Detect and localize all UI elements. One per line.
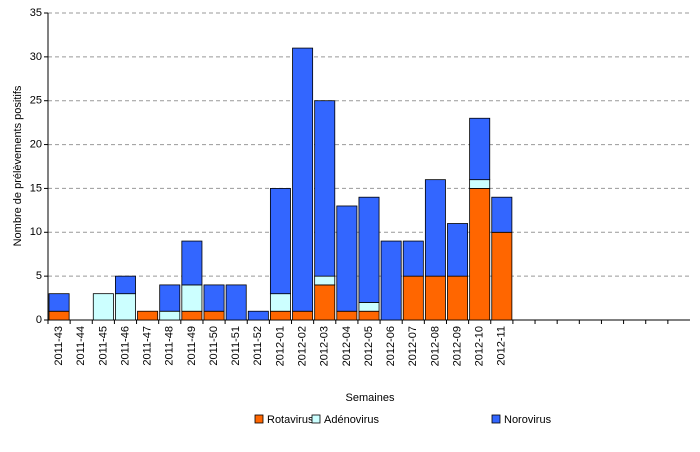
x-tick-label: 2012-05: [363, 326, 375, 366]
bar-segment: [181, 284, 203, 312]
bar-segment: [48, 293, 70, 312]
bar-segment: [491, 196, 513, 233]
y-tick-label: 35: [30, 7, 42, 19]
x-axis-title: Semaines: [346, 392, 395, 404]
bar-segment: [92, 293, 114, 321]
x-tick-label: 2011-48: [164, 326, 176, 366]
y-tick-label: 30: [30, 51, 42, 63]
bar-segment: [292, 310, 314, 321]
bar-segment: [203, 310, 225, 321]
bar-segment: [203, 284, 225, 312]
y-tick-label: 0: [36, 314, 42, 326]
bar-segment: [269, 293, 291, 312]
x-tick-label: 2012-09: [451, 326, 463, 366]
x-tick-label: 2012-07: [407, 326, 419, 366]
y-axis-title: Nombre de prélèvements positifs: [12, 85, 24, 246]
y-tick-label: 25: [30, 95, 42, 107]
bar-segment: [358, 302, 380, 312]
bar-segment: [48, 310, 70, 321]
bar-segment: [314, 100, 336, 277]
bar-segment: [314, 284, 336, 321]
bar-segment: [380, 240, 402, 321]
bar-segment: [358, 196, 380, 303]
bar-segment: [181, 310, 203, 321]
bar-segment: [269, 310, 291, 321]
x-tick-label: 2011-44: [75, 326, 87, 366]
y-tick-label: 5: [36, 270, 42, 282]
bar-segment: [447, 223, 469, 277]
bar-segment: [469, 117, 491, 181]
x-tick-label: 2011-46: [119, 326, 131, 366]
bar-segment: [137, 310, 159, 321]
x-tick-label: 2011-47: [142, 326, 154, 366]
bar-segment: [314, 275, 336, 286]
bar-segment: [269, 188, 291, 295]
bar-segment: [402, 240, 424, 277]
x-tick-label: 2012-10: [474, 326, 486, 366]
legend-swatch: [254, 414, 264, 424]
x-tick-label: 2012-11: [496, 326, 508, 366]
x-tick-label: 2011-51: [230, 326, 242, 366]
bar-segment: [402, 275, 424, 321]
bar-segment: [115, 275, 136, 295]
legend-label: Rotavirus: [267, 414, 314, 426]
bar-segment: [358, 310, 380, 321]
y-tick-label: 20: [30, 138, 42, 150]
bar-segment: [447, 275, 469, 321]
bar-segment: [115, 293, 136, 321]
legend-label: Norovirus: [504, 414, 552, 426]
legend-label: Adénovirus: [324, 414, 380, 426]
y-tick-label: 10: [30, 226, 42, 238]
bar-segment: [159, 284, 181, 312]
x-tick-label: 2011-49: [186, 326, 198, 366]
bar-segment: [424, 179, 446, 277]
bar-segment: [336, 310, 358, 321]
bar-segment: [181, 240, 203, 286]
bar-segment: [424, 275, 446, 321]
legend-swatch: [311, 414, 321, 424]
x-tick-label: 2011-45: [97, 326, 109, 366]
x-tick-label: 2011-52: [252, 326, 264, 366]
bar-segment: [225, 284, 247, 321]
bar-segment: [491, 231, 513, 321]
x-tick-label: 2012-02: [296, 326, 308, 366]
x-tick-label: 2012-06: [385, 326, 397, 366]
x-tick-label: 2011-50: [208, 326, 220, 366]
bar-segment: [469, 179, 491, 189]
x-tick-label: 2012-04: [341, 326, 353, 366]
bar-segment: [292, 47, 314, 312]
bar-segment: [159, 310, 181, 321]
x-tick-label: 2012-08: [429, 326, 441, 366]
x-tick-label: 2011-43: [53, 326, 65, 366]
bar-segment: [247, 310, 269, 321]
bar-segment: [469, 188, 491, 321]
x-tick-label: 2012-01: [274, 326, 286, 366]
bar-segment: [336, 205, 358, 312]
y-tick-label: 15: [30, 182, 42, 194]
legend-swatch: [491, 414, 501, 424]
x-tick-label: 2012-03: [319, 326, 331, 366]
